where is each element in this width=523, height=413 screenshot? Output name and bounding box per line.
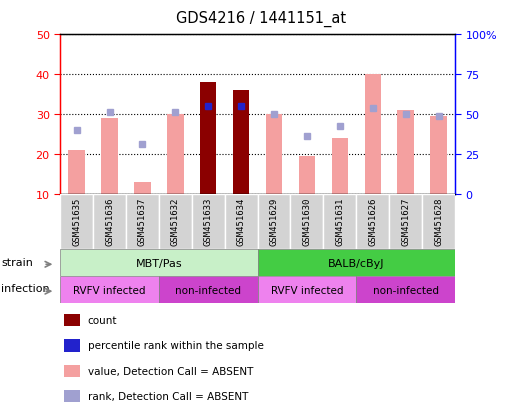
Text: infection: infection [1,284,50,294]
Text: GSM451633: GSM451633 [204,197,213,245]
Text: RVFV infected: RVFV infected [73,285,146,295]
Bar [134,182,151,194]
Text: GSM451635: GSM451635 [72,197,81,245]
Bar [266,114,282,194]
Bar [257,277,356,304]
Bar [69,150,85,194]
Text: GDS4216 / 1441151_at: GDS4216 / 1441151_at [176,10,347,26]
Bar [356,194,389,250]
Bar [233,91,249,194]
Bar [422,194,455,250]
Text: RVFV infected: RVFV infected [271,285,343,295]
Bar [257,250,455,277]
Text: non-infected: non-infected [373,285,439,295]
Text: value, Detection Call = ABSENT: value, Detection Call = ABSENT [88,366,253,376]
Bar [192,194,225,250]
Bar [126,194,159,250]
Bar [64,314,80,326]
Bar [365,75,381,194]
Bar [225,194,257,250]
Text: BALB/cByJ: BALB/cByJ [328,258,384,268]
Text: GSM451637: GSM451637 [138,197,147,245]
Bar [430,116,447,194]
Text: GSM451636: GSM451636 [105,197,114,245]
Bar [60,277,159,304]
Bar [299,157,315,194]
Bar [200,83,217,194]
Bar [64,365,80,377]
Text: GSM451627: GSM451627 [401,197,410,245]
Text: GSM451631: GSM451631 [335,197,344,245]
Text: percentile rank within the sample: percentile rank within the sample [88,341,264,351]
Bar [389,194,422,250]
Text: count: count [88,316,117,325]
Bar [167,114,184,194]
Text: GSM451629: GSM451629 [269,197,279,245]
Text: rank, Detection Call = ABSENT: rank, Detection Call = ABSENT [88,391,248,401]
Bar [257,194,290,250]
Text: non-infected: non-infected [175,285,241,295]
Bar [60,194,93,250]
Text: GSM451628: GSM451628 [434,197,443,245]
Text: MBT/Pas: MBT/Pas [135,258,182,268]
Bar [397,111,414,194]
Bar [60,250,257,277]
Bar [332,138,348,194]
Bar [93,194,126,250]
Bar [159,277,257,304]
Bar [356,277,455,304]
Text: GSM451632: GSM451632 [171,197,180,245]
Text: GSM451626: GSM451626 [368,197,377,245]
Bar [101,119,118,194]
Text: GSM451630: GSM451630 [302,197,311,245]
Bar [64,390,80,402]
Bar [64,339,80,352]
Bar [323,194,356,250]
Text: GSM451634: GSM451634 [236,197,246,245]
Text: strain: strain [1,257,33,267]
Bar [290,194,323,250]
Bar [159,194,192,250]
